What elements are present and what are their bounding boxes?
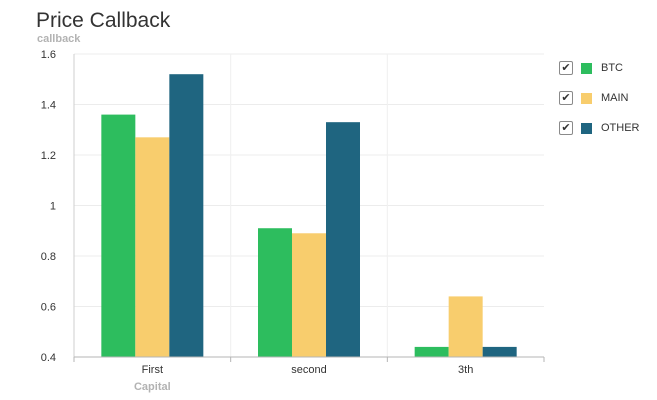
- y-tick-label: 1.2: [41, 150, 56, 162]
- chart-title: Price Callback: [36, 9, 171, 32]
- bar-btc: [414, 346, 449, 357]
- check-icon[interactable]: ✔: [559, 121, 573, 135]
- bar-other: [326, 122, 360, 357]
- legend-label-btc: BTC: [601, 62, 623, 74]
- legend: ✔ BTC ✔ MAIN ✔ OTHER: [559, 60, 640, 150]
- legend-label-other: OTHER: [601, 122, 640, 134]
- y-axis-title: callback: [37, 33, 81, 45]
- y-tick-label: 1: [50, 201, 56, 213]
- x-tick-label: First: [142, 364, 163, 376]
- bar-btc: [258, 228, 292, 357]
- y-tick-label: 1.6: [41, 49, 56, 61]
- bar-main: [135, 137, 170, 357]
- bar-btc: [101, 114, 136, 357]
- bar-other: [169, 74, 204, 357]
- legend-item-btc[interactable]: ✔ BTC: [559, 60, 640, 76]
- bar-main: [448, 296, 483, 357]
- x-tick-label: 3th: [458, 364, 473, 376]
- legend-swatch-btc: [581, 62, 592, 74]
- y-tick-label: 1.4: [41, 100, 56, 112]
- x-tick-label: second: [291, 364, 326, 376]
- check-icon[interactable]: ✔: [559, 91, 573, 105]
- legend-label-main: MAIN: [601, 92, 629, 104]
- legend-swatch-main: [581, 92, 592, 104]
- x-axis-title: Capital: [134, 381, 171, 393]
- y-tick-label: 0.4: [41, 352, 56, 364]
- legend-item-main[interactable]: ✔ MAIN: [559, 90, 640, 106]
- check-icon[interactable]: ✔: [559, 61, 573, 75]
- bar-main: [292, 233, 326, 357]
- y-tick-label: 0.6: [41, 302, 56, 314]
- bar-other: [482, 346, 517, 357]
- y-tick-label: 0.8: [41, 251, 56, 263]
- legend-item-other[interactable]: ✔ OTHER: [559, 120, 640, 136]
- legend-swatch-other: [581, 122, 592, 134]
